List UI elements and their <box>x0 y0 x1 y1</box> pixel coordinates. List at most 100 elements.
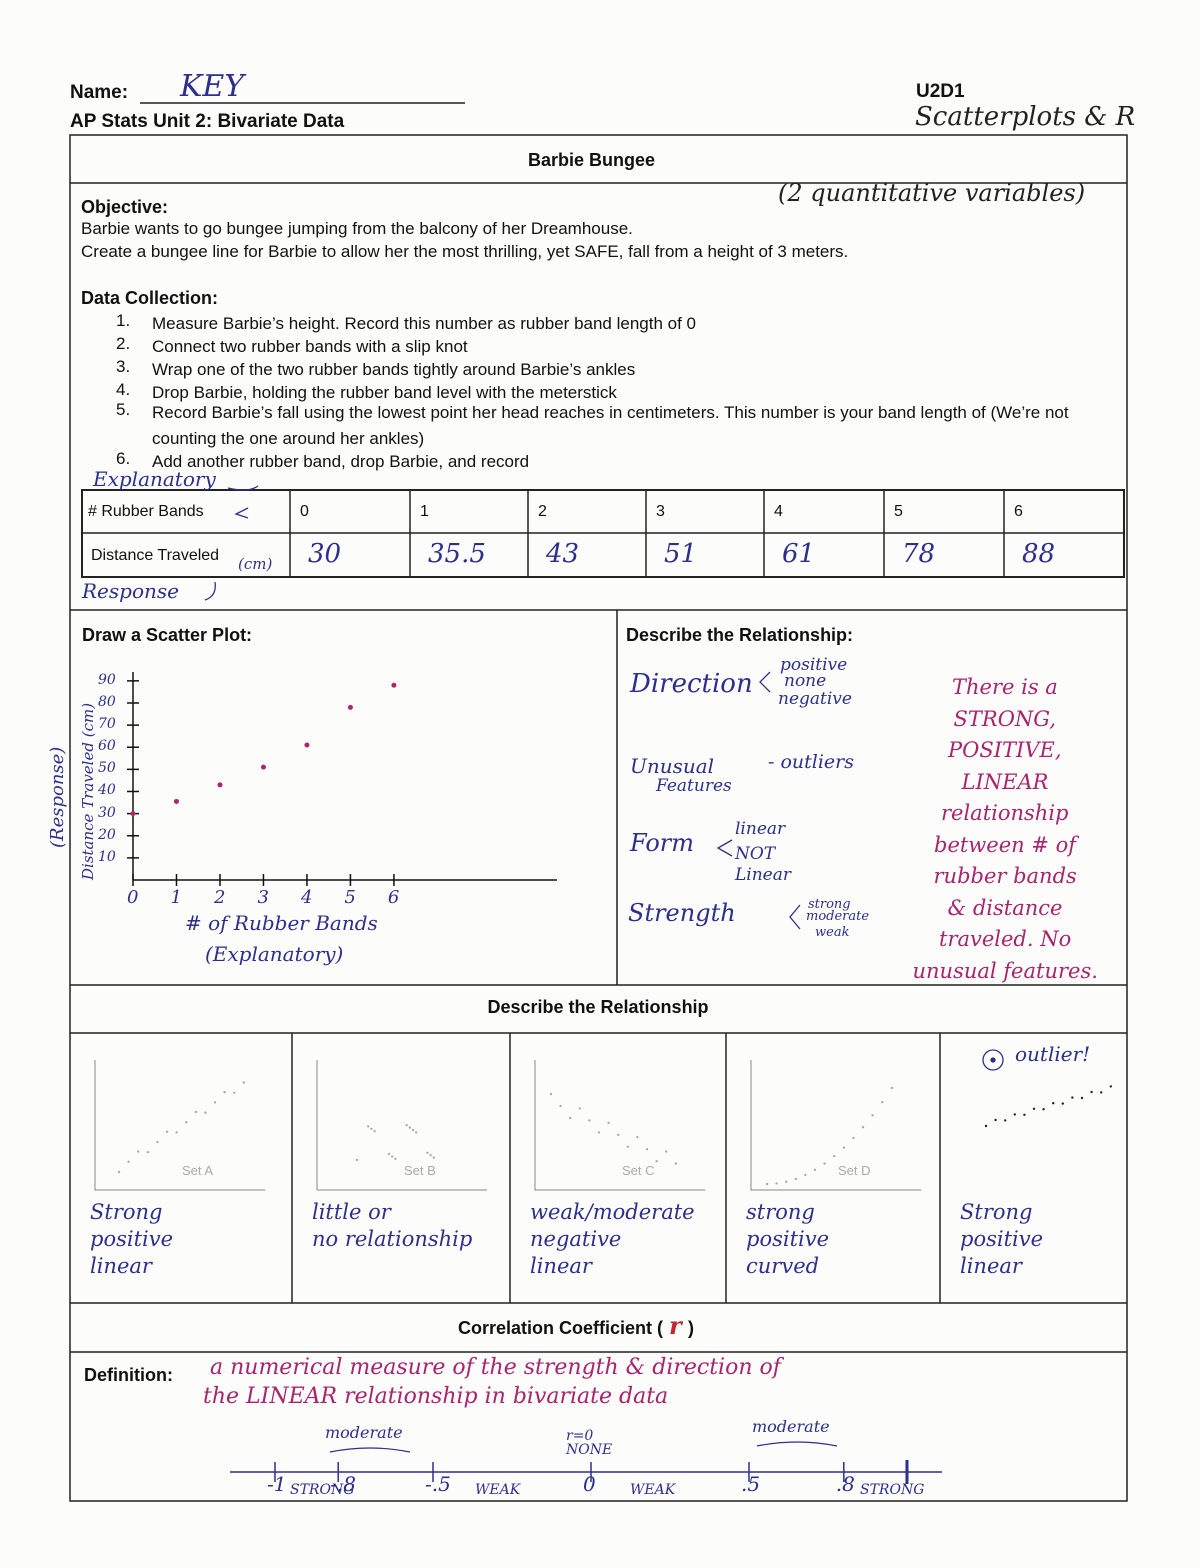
sketch-dot <box>233 1091 236 1095</box>
label: Objective: <box>81 197 169 217</box>
point <box>304 742 310 748</box>
sketch-dot <box>823 1162 826 1165</box>
y-tick-label: 10 <box>98 848 116 865</box>
zone-label: WEAK <box>630 1482 676 1498</box>
answer: Strong <box>960 1200 1033 1224</box>
x-tick-label: 1 <box>170 887 182 908</box>
x-tick-label: 2 <box>213 887 226 908</box>
sketch-dot <box>655 1160 658 1163</box>
option: none <box>784 671 827 691</box>
option: linear <box>735 819 786 839</box>
tick-label: 0 <box>583 1472 596 1496</box>
zone-label: moderate <box>325 1423 403 1442</box>
sketch-dot <box>1032 1107 1036 1111</box>
sketch-dot <box>617 1133 620 1137</box>
sketch-dot <box>1004 1119 1007 1122</box>
text: Create a bungee line for Barbie to allow… <box>81 242 849 261</box>
option: moderate <box>806 909 870 924</box>
term: Features <box>656 776 732 796</box>
sketch-dot <box>569 1116 572 1120</box>
topic: Scatterplots & R <box>915 102 1136 132</box>
sketch-dot <box>1061 1102 1065 1105</box>
y-tick-label: 90 <box>98 671 116 688</box>
step-text: Drop Barbie, holding the rubber band lev… <box>152 383 617 402</box>
sketch-dot <box>204 1111 207 1114</box>
arrow <box>204 581 216 601</box>
answer: linear <box>530 1254 592 1278</box>
answer-line: between # of <box>934 832 1077 857</box>
answer: linear <box>90 1254 152 1278</box>
option: positive <box>780 655 848 675</box>
sketch-axes <box>750 1060 921 1191</box>
axis-label: (Explanatory) <box>205 942 344 966</box>
section-title: ) <box>688 1318 694 1338</box>
set-label: Set B <box>404 1163 436 1178</box>
sketch-dot <box>794 1177 797 1181</box>
zone-label: moderate <box>752 1417 830 1436</box>
option: negative <box>778 689 852 709</box>
outer-box <box>69 134 1128 1502</box>
sketch-dot <box>890 1086 893 1090</box>
answer: Strong <box>90 1200 163 1224</box>
y-tick-label: 50 <box>98 760 116 777</box>
answer: positive <box>746 1227 830 1251</box>
sketch-dot <box>370 1127 373 1131</box>
set-label: Set C <box>622 1163 655 1178</box>
sketch-dot <box>597 1131 601 1134</box>
unit-code: U2D1 <box>916 81 965 102</box>
table-cell: 2 <box>538 503 547 520</box>
step-number: 1. <box>116 311 131 330</box>
y-tick-label: 80 <box>98 693 116 710</box>
table-value: 35.5 <box>428 539 486 569</box>
sketch-dot <box>127 1160 130 1164</box>
section-title: Draw a Scatter Plot: <box>82 625 253 645</box>
sketch-dot <box>394 1157 397 1161</box>
answer-line: & distance <box>947 895 1063 920</box>
text: Barbie wants to go bungee jumping from t… <box>81 219 633 238</box>
set-label: Set D <box>838 1163 871 1178</box>
step-text: Add another rubber band, drop Barbie, an… <box>152 452 530 471</box>
sketch-dot <box>984 1124 988 1128</box>
sketch-dot <box>559 1104 562 1108</box>
x-tick-label: 3 <box>257 887 269 908</box>
step-text: Connect two rubber bands with a slip kno… <box>152 337 468 356</box>
sketch-dot <box>636 1136 639 1139</box>
point <box>173 798 179 804</box>
y-tick-label: 20 <box>98 826 116 843</box>
sketch-dot <box>881 1101 884 1104</box>
step-number: 3. <box>116 357 131 376</box>
x-tick-label: 4 <box>300 887 313 908</box>
answer-line: relationship <box>941 801 1069 825</box>
outlier-circle <box>982 1049 1004 1071</box>
sketch-dot <box>871 1114 874 1117</box>
definition-line: the LINEAR relationship in bivariate dat… <box>203 1384 669 1409</box>
label: Data Collection: <box>81 288 219 308</box>
sketch-dot <box>156 1140 159 1144</box>
sketch-axes <box>534 1060 705 1191</box>
sketch-dot <box>194 1110 197 1114</box>
sketch-dot <box>588 1119 591 1122</box>
outlier-dot <box>990 1057 996 1063</box>
option: strong <box>808 897 851 912</box>
table-cell: # Rubber Bands <box>88 503 204 520</box>
sketch-dot <box>405 1124 408 1127</box>
sketch-dot <box>852 1136 855 1140</box>
table-cell: 3 <box>656 503 665 520</box>
note: - outliers <box>768 751 855 773</box>
note: NONE <box>566 1442 613 1458</box>
option: NOT <box>735 844 776 864</box>
note: r=0 <box>566 1428 594 1444</box>
sketch-dot <box>1100 1091 1103 1094</box>
x-tick-label: 6 <box>387 887 400 908</box>
sketch-dot <box>223 1091 226 1094</box>
sketch-dot <box>1080 1096 1084 1100</box>
answer-line: LINEAR <box>961 769 1049 794</box>
sketch-dot <box>387 1152 391 1156</box>
answer: negative <box>530 1227 622 1251</box>
answer-line: POSITIVE, <box>948 738 1062 762</box>
sketch-dot <box>775 1182 778 1185</box>
sketch-dot <box>1109 1085 1113 1088</box>
table-value: 88 <box>1022 539 1056 569</box>
course: AP Stats Unit 2: Bivariate Data <box>70 111 345 132</box>
